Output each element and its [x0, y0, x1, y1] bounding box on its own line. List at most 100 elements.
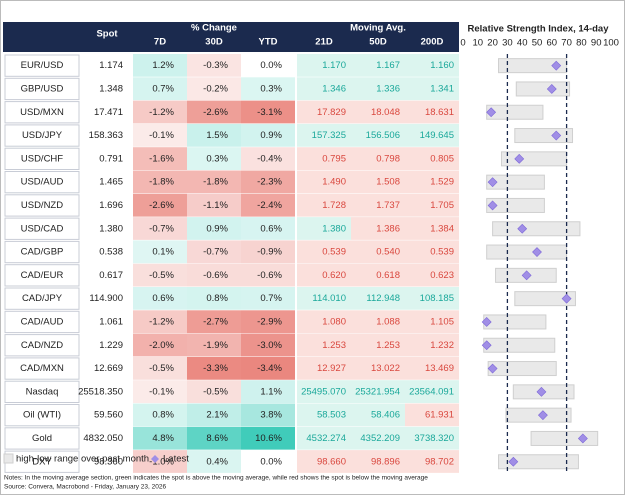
name-cell — [4, 240, 80, 264]
spot-value: 0.617 — [99, 270, 123, 281]
rsi-latest — [481, 317, 492, 327]
rsi-tick-label: 100 — [603, 38, 619, 49]
rsi-latest — [546, 84, 557, 94]
ma-cell — [405, 450, 459, 474]
ma-col-header: 50D — [369, 37, 387, 48]
change-cell — [187, 100, 241, 124]
ma-cell — [405, 287, 459, 311]
row-name: USD/NZD — [21, 200, 63, 211]
change-cell — [241, 263, 295, 287]
ma-value: 25321.954 — [355, 386, 400, 397]
ma-value: 0.540 — [376, 247, 400, 258]
ma-value: 1.386 — [376, 223, 400, 234]
change-value: 10.6% — [255, 433, 282, 444]
ma-value: 1.529 — [430, 177, 454, 188]
rsi-range-bar — [498, 58, 568, 74]
rsi-latest — [551, 130, 562, 141]
row-name: EUR/USD — [21, 60, 64, 71]
change-value: -1.8% — [149, 177, 174, 188]
ma-cell — [297, 193, 351, 218]
change-value: 0.8% — [152, 410, 174, 421]
ma-value: 61.931 — [425, 410, 454, 421]
rsi-latest — [487, 177, 498, 188]
spot-value: 0.538 — [99, 247, 123, 258]
ma-cell — [351, 240, 405, 264]
change-value: -2.3% — [257, 177, 282, 188]
change-value: -1.0% — [149, 456, 174, 467]
change-cell — [133, 287, 187, 311]
ma-cell — [351, 217, 405, 241]
change-cell — [187, 123, 241, 148]
notes: Notes: In the moving average section, gr… — [4, 475, 428, 482]
ma-value: 1.346 — [322, 83, 346, 94]
row-name: Oil (WTI) — [23, 410, 61, 421]
ma-cell — [351, 310, 405, 334]
change-value: -1.2% — [149, 316, 174, 327]
ma-cell — [297, 123, 351, 148]
ma-cell — [405, 54, 459, 78]
ma-cell — [351, 100, 405, 124]
change-cell — [241, 147, 295, 171]
ma-cell — [297, 147, 351, 171]
row-name: CAD/JPY — [22, 293, 63, 304]
rsi-tick-label: 60 — [547, 38, 558, 49]
spot-value: 0.791 — [99, 153, 123, 164]
change-cell — [133, 170, 187, 194]
ma-value: 98.702 — [425, 456, 454, 467]
spot-value: 1.348 — [99, 83, 123, 94]
ma-cell — [405, 217, 459, 241]
name-cell — [4, 77, 80, 101]
ma-value: 25495.070 — [301, 386, 346, 397]
change-cell — [187, 193, 241, 218]
ma-cell — [405, 193, 459, 218]
ma-cell — [405, 356, 459, 381]
row-name: CAD/EUR — [21, 270, 64, 281]
change-value: -2.0% — [149, 340, 174, 351]
ma-cell — [351, 77, 405, 101]
change-cell — [187, 333, 241, 357]
change-cell — [241, 450, 295, 474]
ma-value: 0.539 — [430, 247, 454, 258]
rsi-range-bar — [486, 174, 545, 190]
ma-cell — [297, 54, 351, 78]
ma-value: 1.080 — [322, 316, 346, 327]
name-cell — [4, 217, 80, 240]
ma-cell — [351, 426, 405, 451]
change-value: -0.4% — [257, 153, 282, 164]
change-value: -0.6% — [257, 270, 282, 281]
change-value: -0.1% — [149, 130, 174, 141]
ma-cell — [297, 310, 351, 334]
ma-value: 0.620 — [322, 270, 346, 281]
change-value: -0.1% — [149, 386, 174, 397]
ma-value: 112.948 — [366, 293, 400, 304]
rsi-latest — [551, 60, 562, 71]
rsi-latest — [537, 410, 548, 421]
rsi-range-bar — [530, 430, 599, 446]
change-cell — [187, 356, 241, 381]
spot-value: 1.174 — [99, 60, 123, 71]
ma-cell — [405, 403, 459, 427]
change-value: 0.4% — [206, 456, 228, 467]
ma-value: 1.336 — [376, 83, 400, 94]
name-cell — [4, 334, 80, 357]
rsi-range-bar — [483, 314, 547, 330]
rsi-tick-label: 20 — [487, 38, 498, 49]
change-cell — [187, 263, 241, 287]
change-cell — [133, 54, 187, 78]
change-value: -0.5% — [203, 386, 228, 397]
change-cell — [187, 240, 241, 264]
change-value: 0.7% — [152, 83, 174, 94]
rsi-latest — [517, 223, 528, 234]
name-cell — [4, 357, 80, 380]
ma-value: 1.508 — [376, 177, 400, 188]
ma-value: 98.896 — [371, 456, 400, 467]
name-cell — [4, 101, 80, 124]
change-col-header: YTD — [259, 37, 278, 48]
ma-value: 0.798 — [376, 153, 400, 164]
change-cell — [241, 217, 295, 241]
ma-cell — [297, 380, 351, 404]
change-value: 0.8% — [206, 293, 228, 304]
ma-cell — [297, 333, 351, 357]
change-value: 0.3% — [206, 153, 228, 164]
